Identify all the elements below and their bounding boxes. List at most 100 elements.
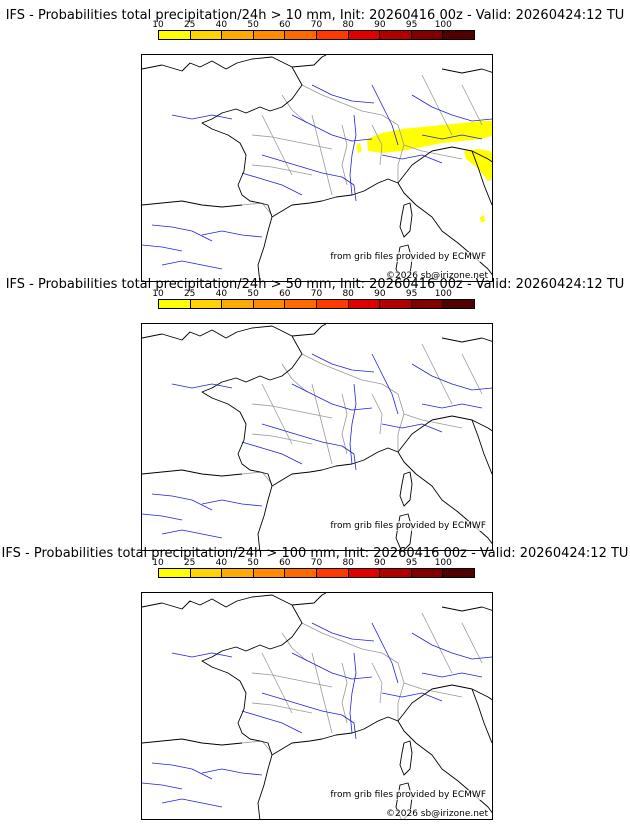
scale-tick: 70 bbox=[310, 558, 323, 568]
scale-tick: 60 bbox=[279, 20, 291, 30]
scale-tick: 90 bbox=[374, 289, 386, 299]
admin-border bbox=[371, 662, 383, 704]
map-drawing bbox=[142, 593, 492, 819]
scale-segment bbox=[348, 31, 381, 39]
admin-border bbox=[341, 393, 348, 455]
map-france: from grib files provided by ECMWF ©2026 … bbox=[141, 54, 493, 282]
river bbox=[142, 782, 183, 790]
admin-border bbox=[261, 383, 293, 445]
probability-scale bbox=[158, 30, 475, 40]
scale-tick: 100 bbox=[434, 289, 452, 299]
panel-title: IFS - Probabilities total precipitation/… bbox=[5, 8, 625, 23]
admin-border bbox=[421, 74, 453, 136]
coastline bbox=[271, 178, 492, 276]
scale-segment bbox=[190, 31, 223, 39]
coastline bbox=[291, 593, 327, 606]
river bbox=[142, 513, 183, 521]
scale-segment bbox=[190, 569, 223, 577]
admin-border bbox=[403, 682, 463, 698]
river bbox=[411, 363, 492, 391]
copyright: ©2026 sb@irizone.net bbox=[386, 809, 488, 819]
admin-border bbox=[251, 433, 313, 445]
panel-10mm: IFS - Probabilities total precipitation/… bbox=[0, 6, 630, 282]
scale-ticks: 10 25 40 50 60 70 80 90 95 100 bbox=[152, 289, 475, 299]
coastline bbox=[441, 606, 492, 612]
scale-tick: 10 bbox=[152, 20, 164, 30]
scale-segment bbox=[253, 300, 286, 308]
scale-segment bbox=[222, 569, 254, 577]
map-drawing bbox=[142, 324, 492, 550]
coastline bbox=[142, 469, 243, 477]
coastline bbox=[271, 716, 492, 814]
river bbox=[311, 353, 375, 373]
river bbox=[171, 652, 233, 658]
map-france: from grib files provided by ECMWF ©2026 … bbox=[141, 592, 493, 820]
scale-segment bbox=[380, 569, 412, 577]
scale-tick: 60 bbox=[279, 289, 291, 299]
ecmwf-credit: from grib files provided by ECMWF bbox=[330, 521, 486, 531]
river bbox=[201, 230, 263, 238]
river bbox=[261, 423, 357, 471]
scale-segment bbox=[380, 300, 412, 308]
coastline bbox=[142, 738, 243, 746]
scale-segment bbox=[348, 569, 381, 577]
scale-tick: 10 bbox=[152, 558, 164, 568]
river bbox=[151, 493, 213, 511]
river bbox=[261, 154, 357, 202]
scale-segment bbox=[443, 300, 474, 308]
admin-border bbox=[241, 471, 273, 485]
coastline bbox=[271, 447, 492, 545]
corsica bbox=[399, 202, 413, 238]
river bbox=[161, 529, 223, 539]
river bbox=[241, 710, 303, 734]
corsica bbox=[399, 471, 413, 507]
scale-segment bbox=[159, 300, 191, 308]
ecmwf-credit: from grib files provided by ECMWF bbox=[330, 252, 486, 262]
river bbox=[381, 692, 443, 702]
coastline bbox=[397, 146, 492, 184]
panel-title: IFS - Probabilities total precipitation/… bbox=[1, 546, 629, 561]
river bbox=[311, 84, 375, 104]
admin-border bbox=[251, 702, 313, 714]
precip-area bbox=[480, 215, 485, 223]
coastline bbox=[142, 200, 243, 208]
river bbox=[349, 652, 357, 734]
admin-border bbox=[311, 114, 333, 196]
admin-border bbox=[421, 343, 453, 405]
scale-tick: 10 bbox=[152, 289, 164, 299]
coastline bbox=[142, 325, 303, 550]
scale-tick: 70 bbox=[310, 20, 323, 30]
scale-tick: 25 bbox=[183, 558, 196, 568]
scale-segment bbox=[190, 300, 223, 308]
river bbox=[349, 114, 357, 196]
scale-tick: 90 bbox=[374, 558, 386, 568]
admin-border bbox=[281, 363, 308, 393]
river bbox=[171, 383, 233, 389]
admin-border bbox=[251, 672, 333, 688]
scale-segment bbox=[253, 569, 286, 577]
scale-tick: 50 bbox=[247, 558, 259, 568]
river bbox=[171, 114, 233, 120]
scale-segment bbox=[159, 569, 191, 577]
admin-border bbox=[461, 84, 483, 126]
scale-segment bbox=[411, 569, 444, 577]
coastline bbox=[397, 415, 492, 453]
admin-border bbox=[251, 164, 313, 176]
panel-100mm: IFS - Probabilities total precipitation/… bbox=[0, 544, 630, 820]
corsica bbox=[399, 740, 413, 776]
scale-segment bbox=[348, 300, 381, 308]
admin-border bbox=[403, 413, 463, 429]
scale-segment bbox=[316, 569, 349, 577]
coastline bbox=[471, 150, 492, 206]
scale-tick: 60 bbox=[279, 558, 291, 568]
admin-border bbox=[461, 353, 483, 395]
coastline bbox=[441, 68, 492, 74]
admin-border bbox=[241, 740, 273, 754]
river bbox=[421, 134, 483, 140]
river bbox=[381, 423, 443, 433]
river bbox=[151, 224, 213, 242]
panel-50mm: IFS - Probabilities total precipitation/… bbox=[0, 275, 630, 551]
scale-segment bbox=[443, 31, 474, 39]
admin-border bbox=[371, 124, 383, 166]
scale-segment bbox=[411, 31, 444, 39]
